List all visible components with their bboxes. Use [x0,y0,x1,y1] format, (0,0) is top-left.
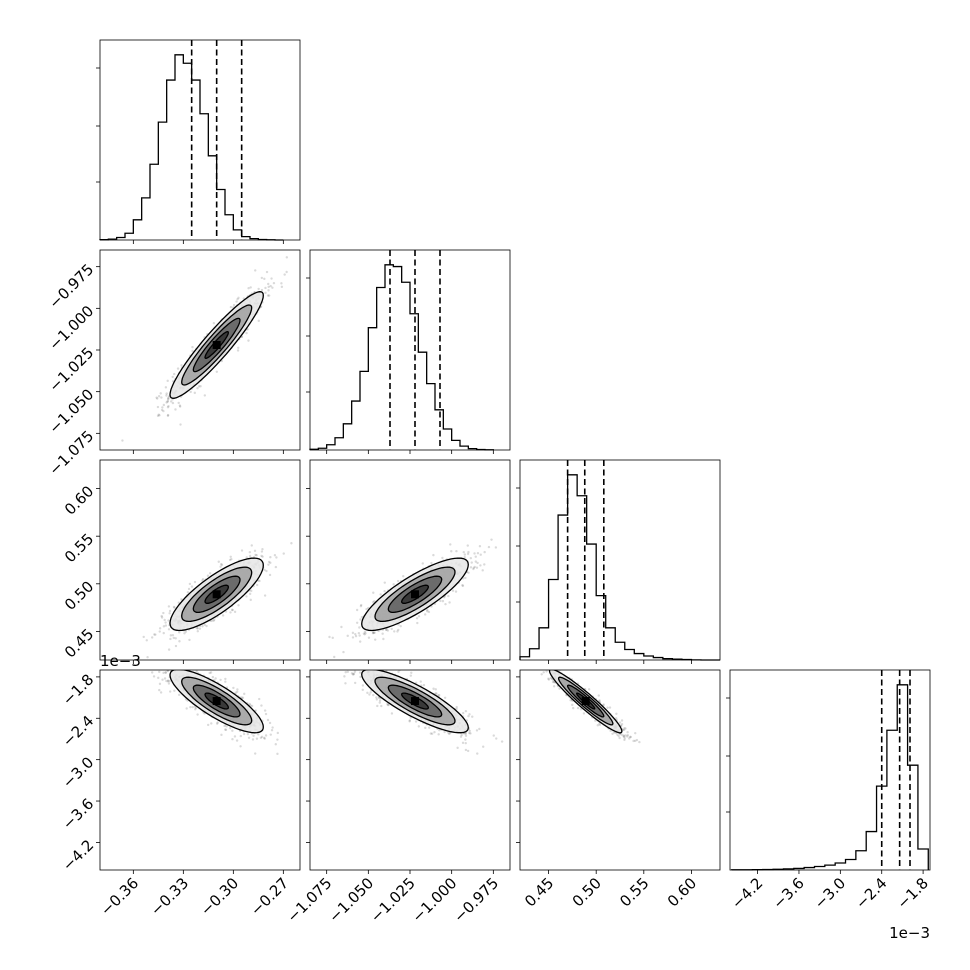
panel-frame-3-3 [519,459,721,661]
y-tick-label: −3.6 [59,795,97,833]
x-tick-label: −4.2 [728,874,766,912]
contours-2-1 [169,291,264,399]
y-tick-label: 0.60 [61,482,97,518]
y-tick-label: 0.55 [61,530,97,566]
x-tick-label: −3.0 [811,874,849,912]
y-offset-label: 1e−3 [100,652,141,670]
panel-frame-3-2 [309,459,511,661]
density-peak [212,590,221,599]
contours-layer [169,291,623,734]
contours-4-3 [548,670,623,734]
panel-frame-3-1 [99,459,301,661]
density-peak [411,697,419,706]
x-tick-label: −1.050 [325,874,377,926]
y-tick-label: −4.2 [59,836,97,874]
y-tick-label: −1.8 [59,671,97,709]
panel-frame-4-4 [729,669,931,871]
x-tick-label: −0.975 [450,874,502,926]
y-tick-label: 0.50 [61,577,97,613]
histogram-steps [519,474,720,661]
panel-frame-4-3 [519,669,721,871]
y-tick-label: 0.45 [61,625,97,661]
histogram-2 [309,250,494,451]
x-tick-label: −0.30 [197,874,242,919]
x-tick-label: −0.33 [147,874,192,919]
x-tick-label: 0.55 [616,874,652,910]
y-tick-label: −1.050 [45,385,97,437]
density-peak [212,341,221,349]
x-tick-label: −3.6 [769,874,807,912]
histograms-layer [99,40,929,871]
histogram-4 [731,670,929,871]
x-tick-label: 0.45 [521,874,557,910]
y-tick-label: −0.975 [45,260,97,312]
histogram-steps [309,264,494,451]
histogram-1 [99,40,284,241]
panel-frames-layer [96,39,931,874]
x-tick-label: −1.000 [409,874,461,926]
y-tick-label: −1.025 [45,344,97,396]
x-tick-label: −2.4 [852,874,890,912]
histogram-3 [519,460,720,661]
grid-layer [100,40,930,870]
x-offset-label: 1e−3 [889,924,930,942]
x-tick-label: 0.60 [664,874,700,910]
x-tick-label: −0.36 [97,874,142,919]
density-peak [212,697,221,706]
y-tick-label: −3.0 [59,753,97,791]
contours-4-2 [361,670,469,734]
contours-4-1 [169,670,264,734]
tick-labels-layer: −0.36 −0.33 −0.30 −0.27−1.075−1.050−1.025−1… [45,260,932,942]
y-tick-label: −1.000 [45,302,97,354]
panel-frame-2-2 [309,249,511,451]
y-tick-label: −2.4 [59,712,97,750]
x-tick-label: −1.025 [367,874,419,926]
contours-3-2 [361,557,469,632]
density-peak [581,697,590,706]
panel-frame-4-1 [99,669,301,871]
x-tick-label: −1.8 [893,874,931,912]
x-tick-label: −1.075 [284,874,336,926]
x-tick-label: 0.50 [569,874,605,910]
panel-frame-1-1 [99,39,301,241]
y-tick-label: −1.075 [45,427,97,479]
density-peak [411,590,419,599]
histogram-steps [731,684,929,871]
contours-3-1 [169,557,264,632]
